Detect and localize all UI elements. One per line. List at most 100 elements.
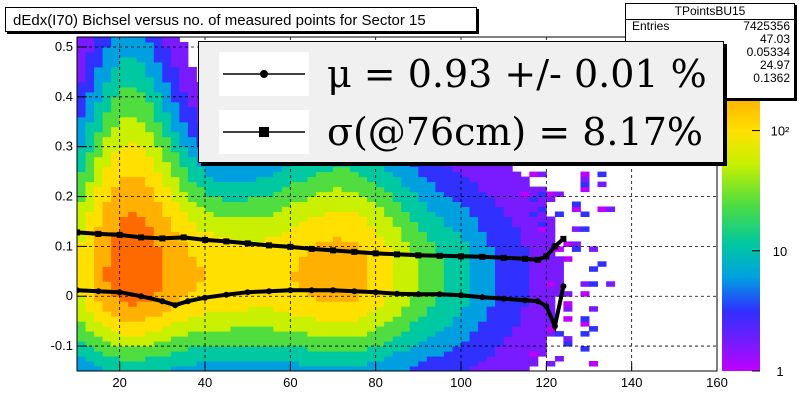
heatmap-cell [333,191,342,197]
heatmap-cell [145,61,155,68]
heatmap-cell [409,326,419,332]
heatmap-cell [315,341,325,347]
heatmap-cell [307,191,317,197]
heatmap-cell [179,341,189,347]
heatmap-cell [77,56,86,63]
heatmap-cell [247,336,257,342]
heatmap-cell [546,306,556,312]
heatmap-cell [469,221,479,227]
heatmap-cell [264,346,274,352]
heatmap-cell [520,346,530,352]
heatmap-cell [478,176,488,183]
heatmap-cell [298,241,308,247]
heatmap-cell [333,221,342,227]
heatmap-cell [307,341,317,347]
heatmap-cell [230,356,240,362]
heatmap-cell [196,256,206,262]
heatmap-cell [119,171,129,178]
heatmap-cell [426,226,436,232]
heatmap-cell [367,261,377,267]
heatmap-cell [170,196,180,202]
data-point [330,287,336,294]
heatmap-cell [102,181,112,188]
heatmap-cell [512,306,522,312]
heatmap-cell [247,176,257,183]
heatmap-cell [247,321,257,327]
heatmap-cell [563,291,573,297]
heatmap-cell [486,266,496,272]
heatmap-cell [290,261,300,267]
heatmap-cell [273,186,283,193]
heatmap-cell [375,161,385,168]
heatmap-cell [452,241,462,247]
heatmap-cell [495,211,505,217]
heatmap-cell [426,186,436,193]
heatmap-cell [375,181,385,188]
heatmap-cell [273,161,283,168]
heatmap-cell [162,306,172,312]
heatmap-cell [213,281,223,287]
heatmap-cell [435,336,445,342]
heatmap-cell [452,176,462,183]
heatmap-cell [128,71,138,78]
heatmap-cell [315,211,325,217]
heatmap-cell [384,221,394,227]
heatmap-cell [461,216,470,222]
heatmap-cell [469,191,479,197]
heatmap-cell [401,196,411,202]
heatmap-cell [384,236,394,242]
heatmap-cell [153,256,163,262]
heatmap-cell [486,331,496,337]
heatmap-cell [119,301,129,307]
heatmap-cell [102,96,112,103]
heatmap-cell [426,276,436,282]
heatmap-cell [281,166,291,173]
heatmap-cell [94,211,104,217]
heatmap-cell [315,261,325,267]
heatmap-cell [537,226,547,232]
heatmap-cell [136,241,146,247]
heatmap-cell [512,171,522,178]
heatmap-cell [111,52,121,58]
heatmap-cell [392,231,402,237]
heatmap-cell [111,181,121,188]
heatmap-cell [145,361,155,367]
heatmap-cell [187,306,197,312]
heatmap-cell [409,316,419,322]
heatmap-cell [205,291,214,297]
heatmap-cell [102,161,112,168]
heatmap-cell [213,211,223,217]
heatmap-cell [239,251,249,257]
heatmap-cell [384,351,394,357]
heatmap-cell [529,351,539,357]
heatmap-cell [350,171,360,178]
heatmap-cell [213,331,223,337]
heatmap-cell [273,236,283,242]
heatmap-cell [290,271,300,277]
heatmap-cell [375,321,385,327]
heatmap-cell [546,276,556,282]
heatmap-cell [145,356,155,362]
heatmap-cell [281,331,291,337]
heatmap-cell [85,116,95,123]
heatmap-cell [409,221,419,227]
heatmap-cell [461,176,470,183]
heatmap-cell [239,181,249,188]
heatmap-cell [145,37,155,43]
heatmap-cell [384,261,394,267]
heatmap-cell [205,311,214,317]
heatmap-cell [324,161,334,168]
heatmap-cell [145,271,155,277]
heatmap-cell [503,326,513,332]
heatmap-cell [554,211,564,217]
heatmap-cell [478,231,488,237]
heatmap-cell [503,361,513,367]
heatmap-cell [128,76,138,83]
heatmap-cell [298,226,308,232]
heatmap-cell [128,231,138,237]
heatmap-cell [384,286,394,292]
heatmap-cell [153,116,163,123]
heatmap-cell [307,166,317,173]
heatmap-cell [367,171,377,178]
heatmap-cell [375,366,385,371]
